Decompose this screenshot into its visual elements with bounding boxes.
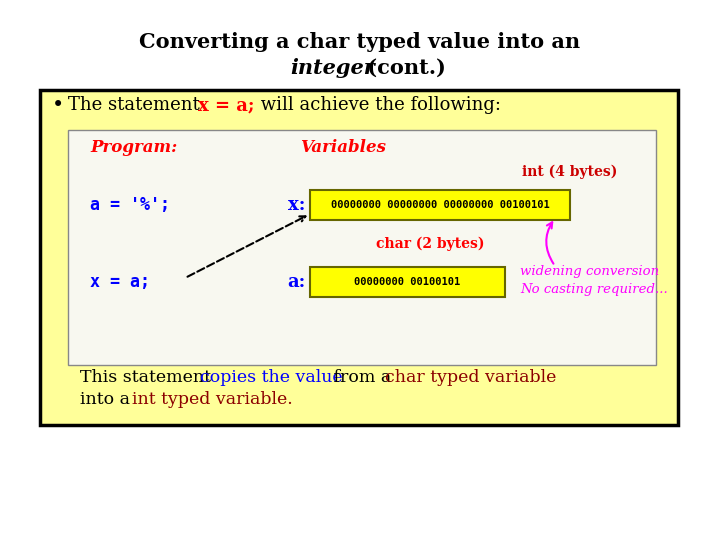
Text: char (2 bytes): char (2 bytes) [376, 237, 485, 251]
Text: int typed variable.: int typed variable. [132, 392, 293, 408]
FancyBboxPatch shape [40, 90, 678, 425]
Text: copies the value: copies the value [200, 368, 343, 386]
FancyBboxPatch shape [68, 130, 656, 365]
Text: (cont.): (cont.) [360, 58, 446, 78]
Text: The statement: The statement [68, 96, 205, 114]
Text: int (4 bytes): int (4 bytes) [522, 165, 618, 179]
Text: x = a;: x = a; [198, 96, 254, 114]
Text: 00000000 00000000 00000000 00100101: 00000000 00000000 00000000 00100101 [330, 200, 549, 210]
Text: Converting a char typed value into an: Converting a char typed value into an [140, 32, 580, 52]
Text: integer: integer [290, 58, 374, 78]
Text: into a: into a [80, 392, 135, 408]
Text: from a: from a [328, 368, 397, 386]
Text: char typed variable: char typed variable [385, 368, 557, 386]
Text: x = a;: x = a; [90, 273, 150, 291]
Text: This statement: This statement [80, 368, 217, 386]
Text: No casting required...: No casting required... [520, 284, 667, 296]
Text: •: • [52, 95, 64, 115]
Text: will achieve the following:: will achieve the following: [255, 96, 501, 114]
Text: a = '%';: a = '%'; [90, 196, 170, 214]
Text: a:: a: [287, 273, 305, 291]
Text: 00000000 00100101: 00000000 00100101 [354, 277, 460, 287]
Text: widening conversion: widening conversion [520, 266, 659, 279]
FancyBboxPatch shape [310, 190, 570, 220]
Text: Program:: Program: [90, 138, 177, 156]
FancyBboxPatch shape [310, 267, 505, 297]
Text: Variables: Variables [300, 138, 386, 156]
Text: x:: x: [287, 196, 305, 214]
